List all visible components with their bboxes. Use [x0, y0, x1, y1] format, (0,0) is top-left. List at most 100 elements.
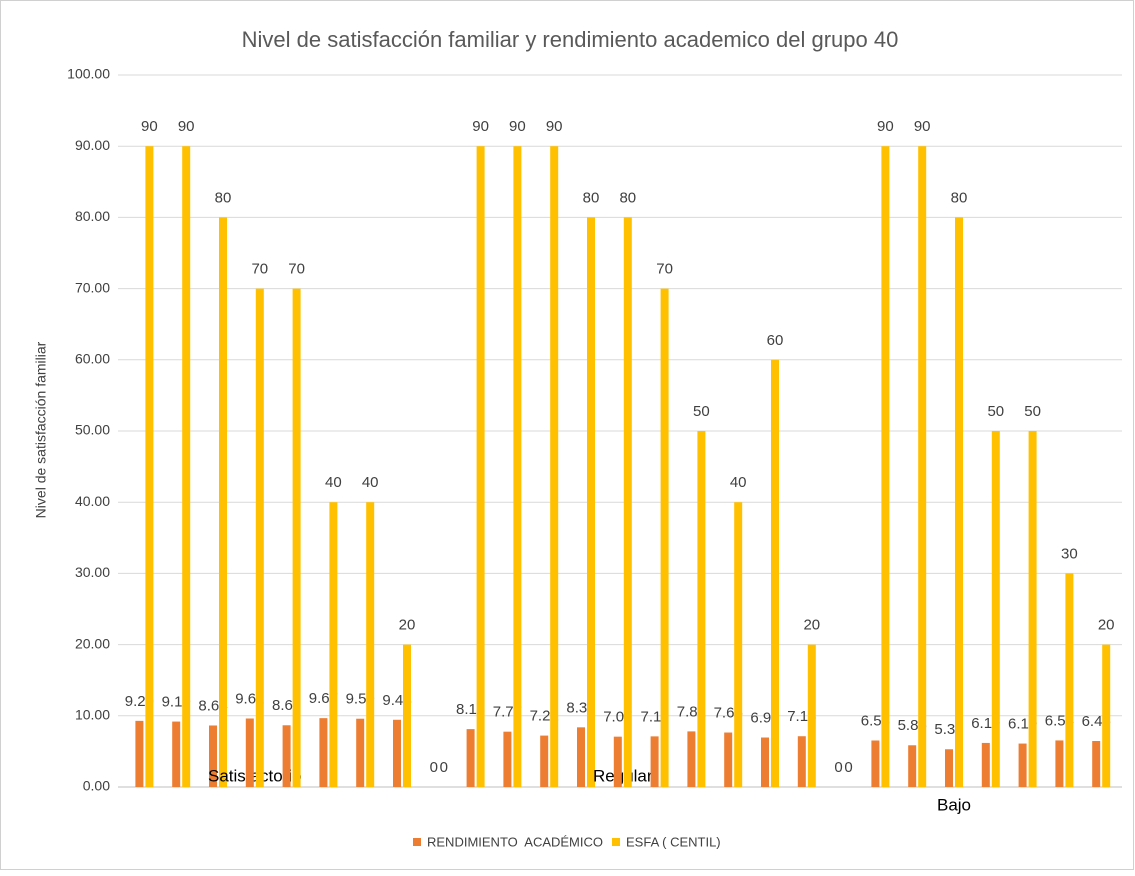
bar — [660, 288, 669, 787]
data-label: 40 — [325, 474, 342, 491]
y-tick-label: 90.00 — [75, 137, 110, 153]
x-tick-label: Satisfactorio — [208, 766, 302, 785]
data-label: 60 — [767, 332, 784, 349]
y-tick-label: 10.00 — [75, 707, 110, 723]
bar — [393, 719, 401, 787]
bar — [991, 431, 1000, 787]
data-label: 90 — [914, 118, 931, 135]
bar — [403, 644, 411, 787]
bar — [476, 146, 485, 787]
data-label: 70 — [251, 261, 268, 278]
bar — [871, 740, 880, 787]
bar — [282, 725, 291, 787]
data-label: 50 — [1024, 403, 1041, 420]
data-label: 90 — [546, 118, 563, 135]
bar — [724, 732, 733, 787]
data-label: 90 — [178, 118, 195, 135]
bar — [209, 725, 217, 787]
data-label: 20 — [399, 617, 416, 634]
bar — [771, 359, 779, 787]
data-label: 80 — [215, 189, 232, 206]
data-label: 80 — [951, 189, 968, 206]
bar — [540, 735, 549, 787]
bar — [587, 217, 595, 787]
y-tick-label: 0.00 — [83, 778, 110, 794]
bar — [1092, 741, 1101, 787]
y-tick-label: 20.00 — [75, 635, 110, 651]
bar — [697, 431, 706, 787]
bar — [955, 217, 963, 787]
data-label: 90 — [141, 118, 158, 135]
bar — [219, 217, 227, 787]
data-label: 20 — [803, 617, 820, 634]
bar — [613, 736, 622, 787]
bar — [623, 217, 632, 787]
data-label: 20 — [1098, 617, 1115, 634]
bar — [329, 502, 338, 787]
data-label: 80 — [619, 189, 636, 206]
y-tick-label: 100.00 — [67, 66, 110, 82]
chart-title: Nivel de satisfacción familiar y rendimi… — [242, 27, 899, 52]
y-tick-label: 80.00 — [75, 208, 110, 224]
bar — [1018, 743, 1027, 787]
data-label: 50 — [693, 403, 710, 420]
data-label: 30 — [1061, 545, 1078, 562]
bar — [513, 146, 522, 787]
bar — [1055, 740, 1064, 787]
bar — [1065, 573, 1074, 787]
legend-label: RENDIMIENTO ACADÉMICO — [427, 834, 603, 849]
y-tick-label: 60.00 — [75, 351, 110, 367]
bar — [908, 745, 917, 787]
bar — [145, 146, 154, 787]
data-label: 70 — [288, 261, 305, 278]
bar — [503, 731, 512, 787]
bar — [356, 718, 365, 787]
bar — [172, 721, 181, 787]
bar — [466, 729, 475, 787]
bar — [650, 736, 659, 787]
bar — [761, 737, 769, 787]
legend-label: ESFA ( CENTIL) — [626, 834, 721, 849]
data-label: 40 — [362, 474, 379, 491]
bar — [135, 720, 144, 787]
bar — [981, 742, 990, 787]
y-tick-label: 30.00 — [75, 564, 110, 580]
data-label: 40 — [730, 474, 747, 491]
data-label: 80 — [583, 189, 600, 206]
bar — [1028, 431, 1037, 787]
bar — [366, 502, 375, 787]
legend-swatch — [612, 838, 620, 846]
y-axis-label: Nivel de satisfacción familiar — [33, 341, 49, 518]
bar — [918, 146, 927, 787]
data-label: 70 — [656, 261, 673, 278]
bar — [550, 146, 559, 787]
bar — [255, 288, 264, 787]
data-label: 0 — [430, 759, 438, 776]
bar — [945, 749, 953, 787]
bar — [797, 736, 806, 787]
bar — [1102, 644, 1111, 787]
bar — [577, 727, 585, 787]
bar — [182, 146, 191, 787]
x-tick-label: Bajo — [937, 795, 971, 814]
data-label: 90 — [509, 118, 526, 135]
y-tick-label: 50.00 — [75, 422, 110, 438]
data-label: 90 — [877, 118, 894, 135]
data-label: 0 — [834, 759, 842, 776]
bar — [807, 644, 816, 787]
legend-swatch — [413, 838, 421, 846]
data-label: 0 — [440, 759, 448, 776]
y-tick-label: 70.00 — [75, 279, 110, 295]
data-label: 90 — [472, 118, 489, 135]
bar — [292, 288, 301, 787]
bar — [245, 718, 254, 787]
data-label: 50 — [987, 403, 1004, 420]
bar — [881, 146, 890, 787]
bar — [734, 502, 743, 787]
bar — [687, 731, 696, 787]
y-tick-label: 40.00 — [75, 493, 110, 509]
data-label: 0 — [844, 759, 852, 776]
x-tick-label: Regular — [593, 766, 653, 785]
